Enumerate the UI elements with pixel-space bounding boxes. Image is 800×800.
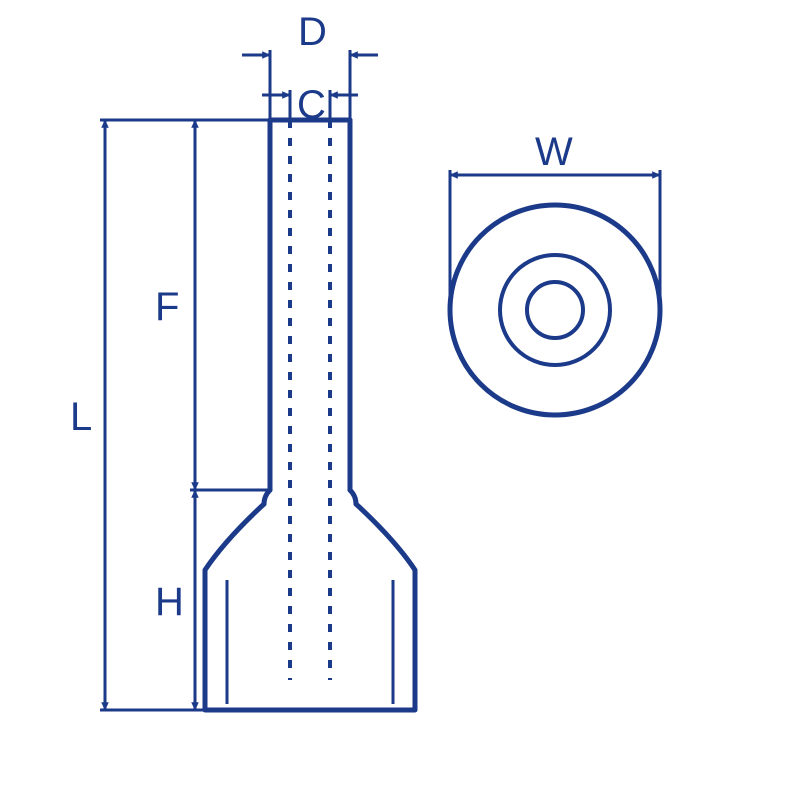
dim-label-D: D: [298, 10, 327, 54]
topview-mid-circle: [500, 255, 610, 365]
topview-inner-circle: [527, 282, 583, 338]
dim-label-H: H: [155, 580, 184, 624]
dim-label-F: F: [155, 285, 179, 329]
topview-outer-circle: [450, 205, 660, 415]
dim-label-W: W: [535, 130, 573, 174]
dim-label-L: L: [70, 395, 92, 439]
dim-label-C: C: [297, 83, 326, 127]
flare-outline: [205, 504, 415, 710]
